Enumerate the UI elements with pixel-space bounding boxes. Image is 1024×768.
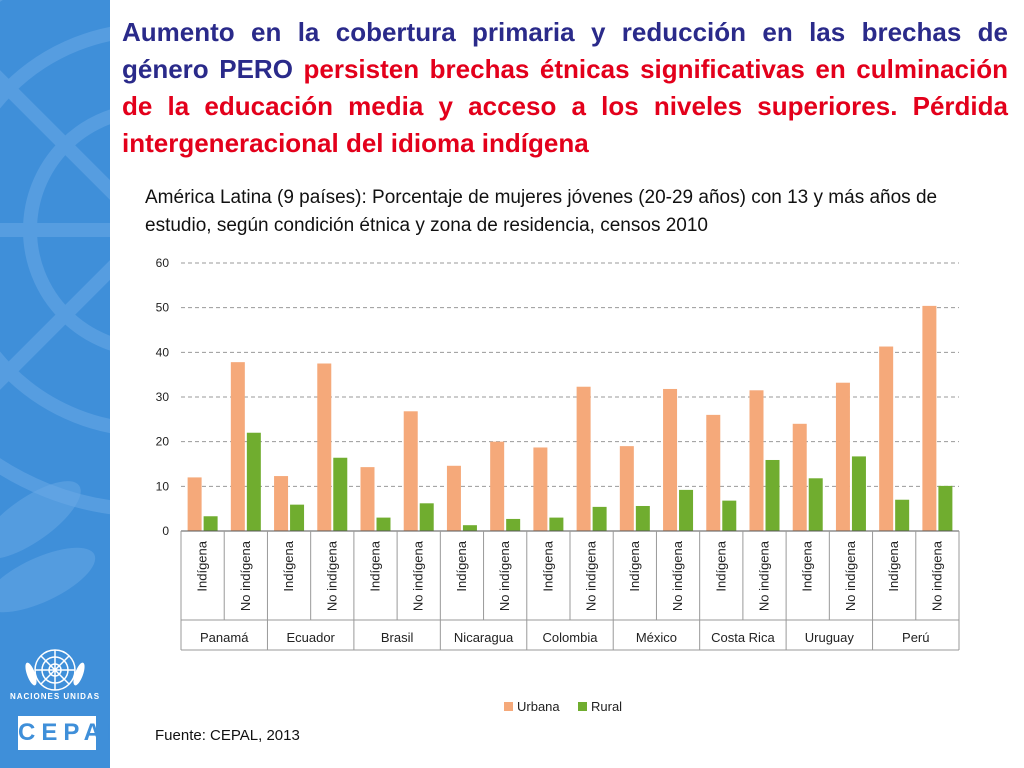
bar-rural	[549, 517, 564, 531]
bar-urbana	[749, 390, 764, 531]
bar-urbana	[274, 476, 289, 531]
bar-urbana	[792, 423, 807, 531]
x-tick-label: No indígena	[670, 540, 685, 611]
x-tick-label: Indígena	[195, 540, 210, 591]
y-axis: 0 10 20 30 40 50 60	[156, 256, 170, 538]
y-tick-label: 20	[156, 435, 170, 449]
x-tick-label: Indígena	[627, 540, 642, 591]
x-axis: Indígena No indígena Indígena No indígena In…	[180, 530, 960, 651]
x-tick-label: Indígena	[800, 540, 815, 591]
x-tick-label: Indígena	[713, 540, 728, 591]
x-tick-label: Indígena	[540, 540, 555, 591]
slide-headline: Aumento en la cobertura primaria y reduc…	[122, 14, 1008, 162]
x-tick-label: Indígena	[454, 540, 469, 591]
x-group-label: Brasil	[381, 630, 414, 645]
bar-urbana	[663, 388, 678, 531]
bar-urbana	[576, 386, 591, 531]
x-tick-label: Indígena	[368, 540, 383, 591]
bar-rural	[333, 457, 348, 531]
bar-rural	[506, 518, 521, 531]
y-tick-label: 50	[156, 301, 170, 315]
bar-rural	[765, 459, 780, 531]
chart-title: América Latina (9 países): Porcentaje de…	[145, 187, 938, 236]
bar-urbana	[230, 362, 245, 531]
cepal-logo: CEPAL	[18, 716, 110, 750]
source-note: Fuente: CEPAL, 2013	[155, 727, 300, 744]
bar-urbana	[922, 305, 937, 531]
x-group-label: México	[636, 630, 677, 645]
un-emblem-watermark	[0, 0, 110, 613]
x-tick-label: No indígena	[324, 540, 339, 611]
grid	[181, 262, 959, 487]
x-tick-label: Indígena	[886, 540, 901, 591]
legend-label: Urbana	[517, 699, 560, 714]
y-tick-label: 10	[156, 479, 170, 493]
bar-rural	[722, 500, 737, 531]
x-group-label: Nicaragua	[454, 630, 514, 645]
y-tick-label: 60	[156, 256, 170, 270]
bar-rural	[376, 517, 391, 531]
bar-rural	[679, 489, 694, 531]
y-tick-label: 30	[156, 390, 170, 404]
bar-urbana	[317, 363, 332, 531]
bars	[187, 305, 953, 531]
bar-rural	[635, 505, 650, 531]
x-group-label: Panamá	[200, 630, 249, 645]
sidebar: NACIONES UNIDAS CEPAL	[0, 0, 110, 768]
un-emblem-icon	[25, 649, 85, 691]
legend-swatch	[504, 702, 513, 711]
x-group-label: Colombia	[543, 630, 599, 645]
x-tick-label: No indígena	[411, 540, 426, 611]
bar-urbana	[187, 477, 202, 531]
bar-urbana	[403, 411, 418, 531]
x-tick-label: No indígena	[843, 540, 858, 611]
x-tick-label: No indígena	[584, 540, 599, 611]
x-tick-label: No indígena	[238, 540, 253, 611]
headline-part-1: Aumento en la cobertura primaria y reduc…	[122, 17, 1008, 84]
bar-urbana	[490, 441, 505, 531]
bar-rural	[246, 432, 261, 531]
x-group-label: Ecuador	[286, 630, 335, 645]
bar-urbana	[706, 414, 721, 531]
bar-rural	[895, 499, 910, 531]
bar-rural	[203, 516, 218, 531]
y-tick-label: 40	[156, 345, 170, 359]
bar-rural	[290, 504, 305, 531]
un-logo-label: NACIONES UNIDAS	[9, 692, 101, 701]
headline-part-2: persisten brechas étnicas significativas…	[122, 54, 1008, 158]
y-tick-label: 0	[162, 524, 169, 538]
x-tick-label: No indígena	[497, 540, 512, 611]
bar-rural	[592, 506, 607, 531]
bar-rural	[462, 525, 477, 531]
bar-urbana	[879, 346, 894, 531]
bar-urbana	[835, 382, 850, 531]
bar-rural	[419, 503, 434, 531]
x-tick-label: No indígena	[929, 540, 944, 611]
bar-rural	[938, 485, 953, 531]
x-group-label: Costa Rica	[711, 630, 775, 645]
x-tick-label: No indígena	[757, 540, 772, 611]
bar-urbana	[446, 465, 461, 531]
bar-urbana	[533, 447, 548, 531]
legend-swatch	[578, 702, 587, 711]
legend: Urbana Rural	[504, 699, 622, 714]
legend-label: Rural	[591, 699, 622, 714]
bar-urbana	[360, 467, 375, 531]
bar-rural	[808, 478, 823, 531]
x-tick-label: Indígena	[281, 540, 296, 591]
x-group-label: Uruguay	[805, 630, 855, 645]
bar-urbana	[619, 446, 634, 531]
x-group-label: Perú	[902, 630, 929, 645]
bar-rural	[851, 456, 866, 531]
